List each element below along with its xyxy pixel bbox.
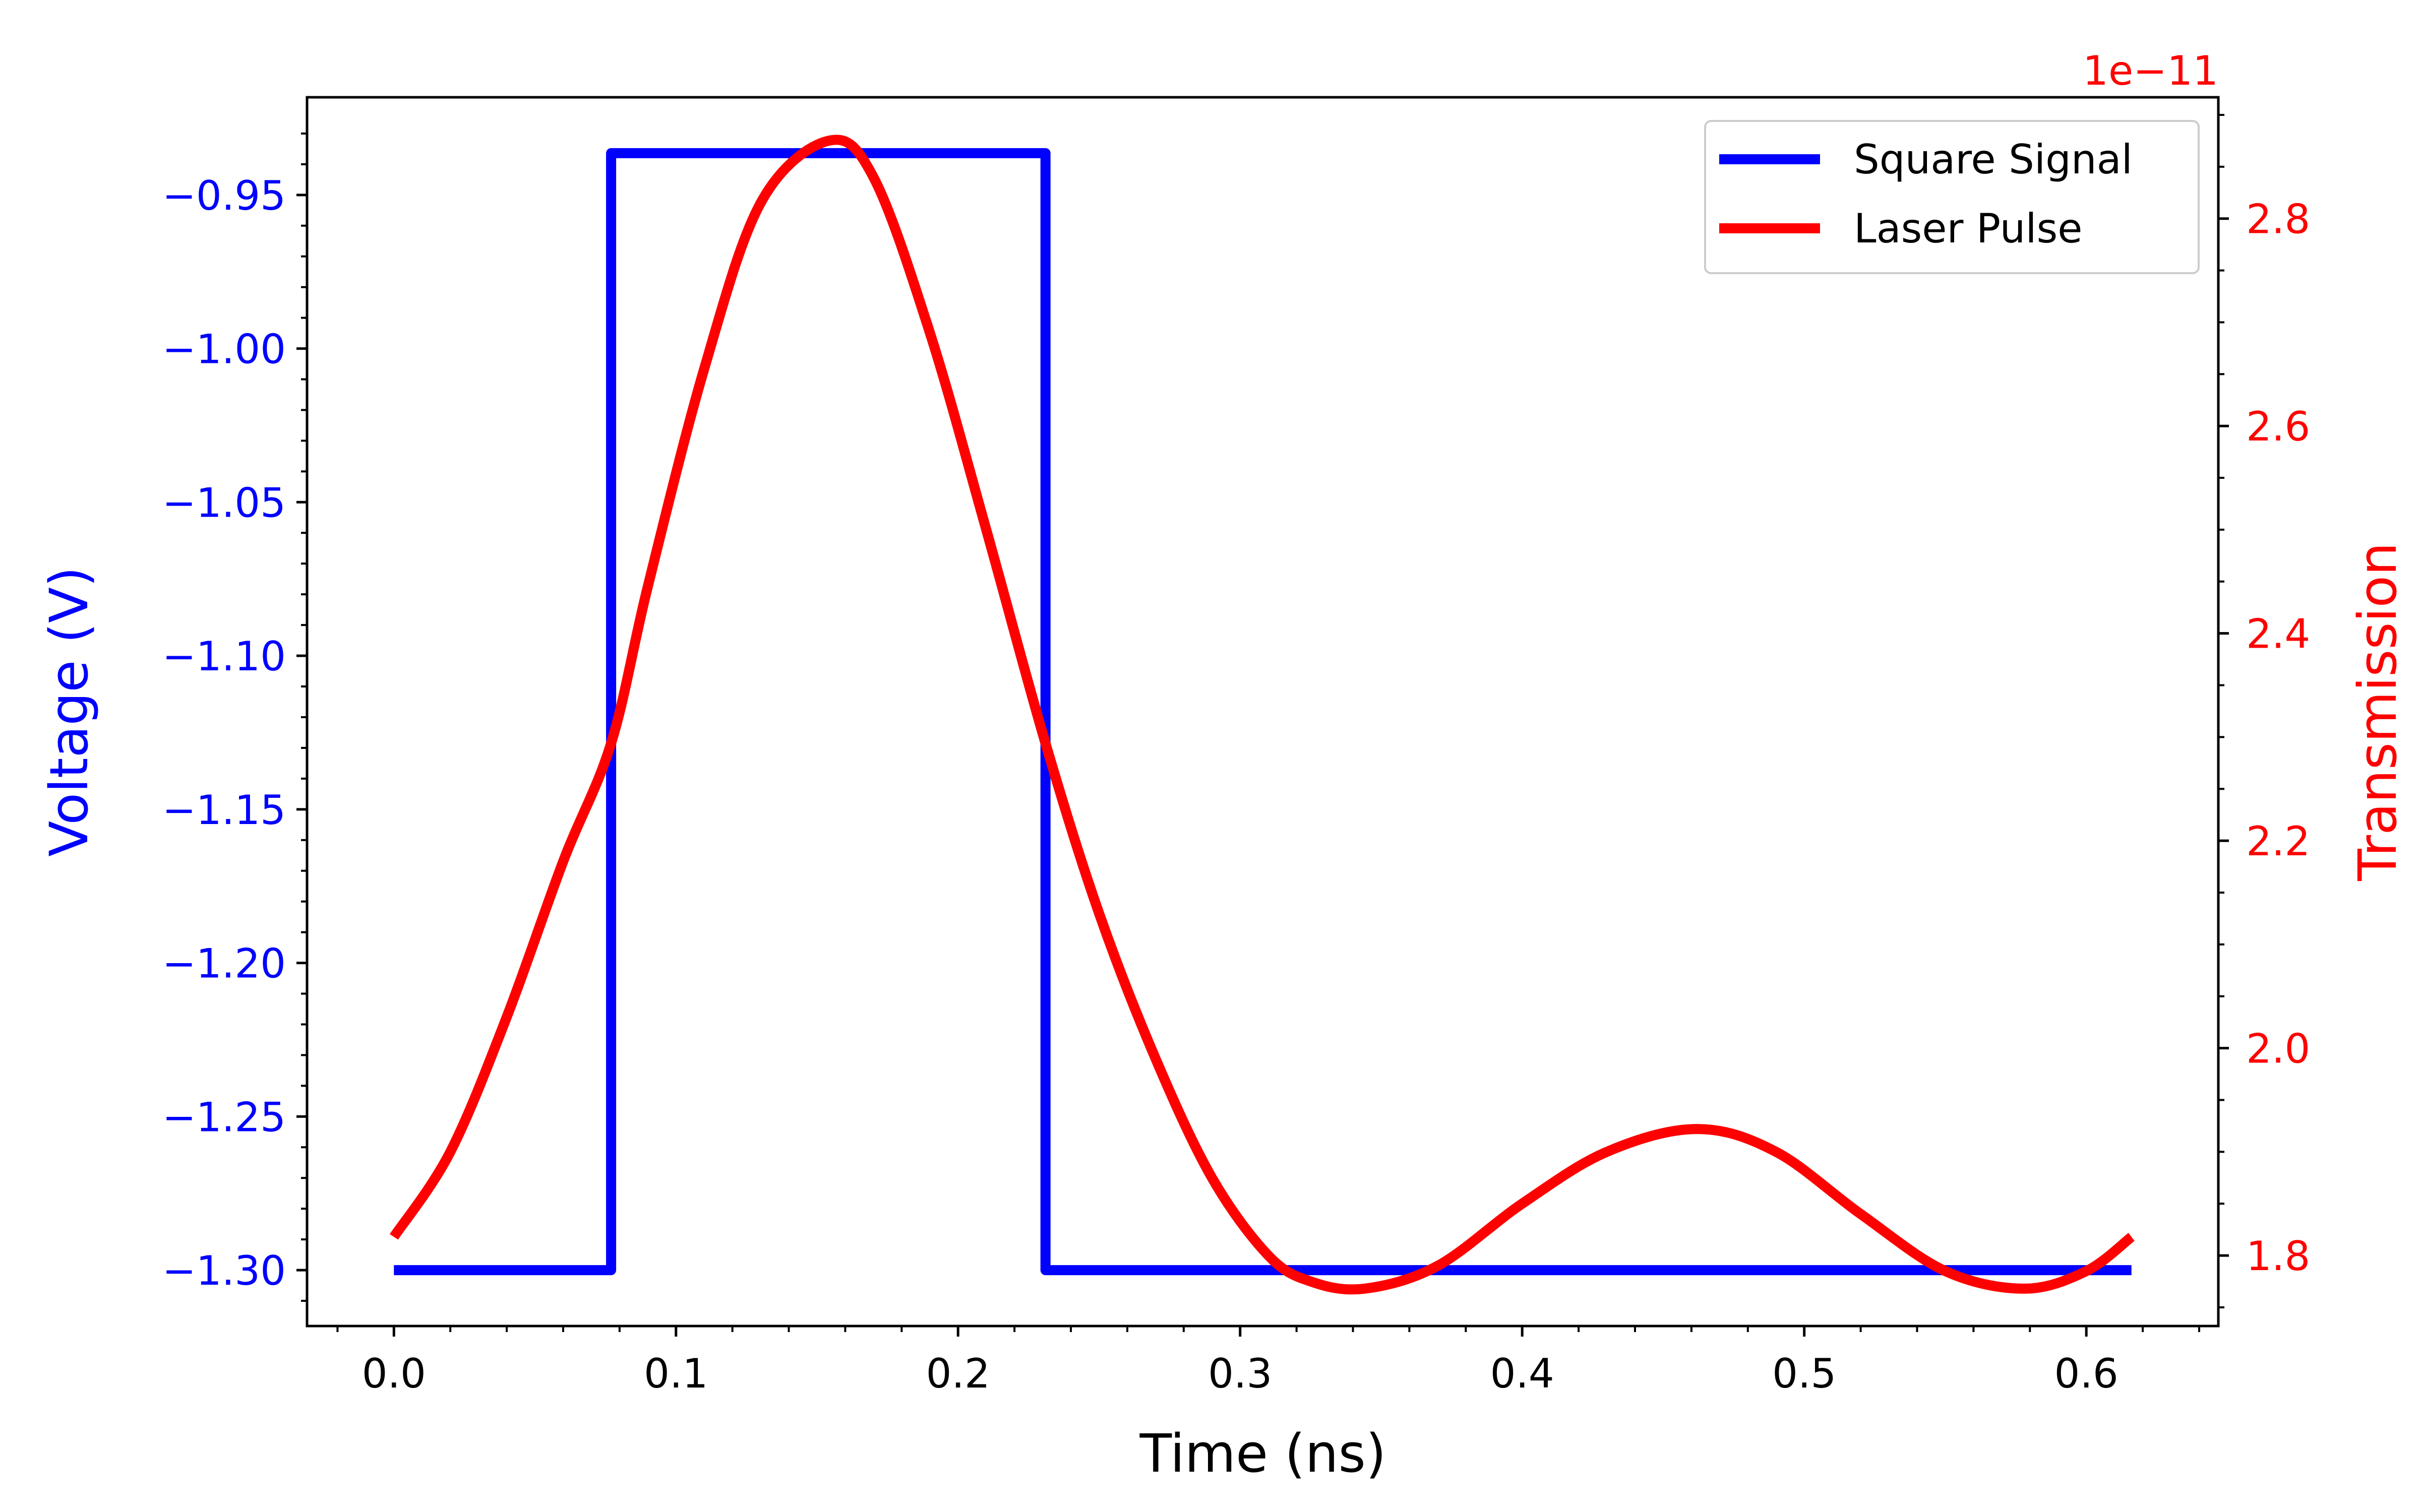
x-axis-label: Time (ns) xyxy=(1139,1423,1386,1484)
y-right-axis-label: Transmission xyxy=(2347,542,2408,881)
y-left-tick-label: −1.20 xyxy=(162,940,286,987)
y-left-tick-label: −1.00 xyxy=(162,326,286,373)
y-right-tick-label: 2.0 xyxy=(2246,1026,2310,1073)
legend: Square Signal Laser Pulse xyxy=(1704,120,2200,274)
x-tick-label: 0.2 xyxy=(926,1350,990,1397)
x-tick-label: 0.4 xyxy=(1490,1350,1554,1397)
series-line-laser-pulse xyxy=(389,135,2135,1295)
y-right-offset-text: 1e−11 xyxy=(2083,47,2218,94)
y-right-tick-label: 2.6 xyxy=(2246,403,2310,450)
x-tick-label: 0.3 xyxy=(1208,1350,1272,1397)
y-left-tick-label: −1.30 xyxy=(162,1247,286,1294)
x-tick-label: 0.6 xyxy=(2054,1350,2119,1397)
y-left-axis-label: Voltage (V) xyxy=(38,566,100,856)
axis-ticks: 0.0 0.1 0.2 0.3 0.4 0.5 0.6 −0.95 −1.00 −1.05 −1.1… xyxy=(162,113,2310,1397)
legend-box xyxy=(1704,120,2200,274)
plot-frame xyxy=(306,96,2220,1328)
x-tick-label: 0.1 xyxy=(644,1350,708,1397)
y-left-tick-label: −1.05 xyxy=(162,479,286,526)
y-left-tick-label: −1.10 xyxy=(162,633,286,680)
y-left-tick-label: −1.25 xyxy=(162,1094,286,1141)
series-line-square-signal xyxy=(394,148,2132,1276)
y-right-tick-label: 2.4 xyxy=(2246,611,2310,658)
plot-marks xyxy=(389,135,2135,1295)
x-tick-label: 0.5 xyxy=(1772,1350,1836,1397)
y-left-tick-label: −1.15 xyxy=(162,787,286,834)
y-right-tick-label: 2.2 xyxy=(2246,818,2310,865)
y-right-tick-label: 2.8 xyxy=(2246,196,2310,243)
y-right-tick-label: 1.8 xyxy=(2246,1233,2310,1280)
legend-label-laser-pulse: Laser Pulse xyxy=(1854,205,2082,252)
y-left-tick-label: −0.95 xyxy=(162,172,286,219)
x-tick-label: 0.0 xyxy=(362,1350,426,1397)
legend-label-square-signal: Square Signal xyxy=(1854,136,2133,183)
